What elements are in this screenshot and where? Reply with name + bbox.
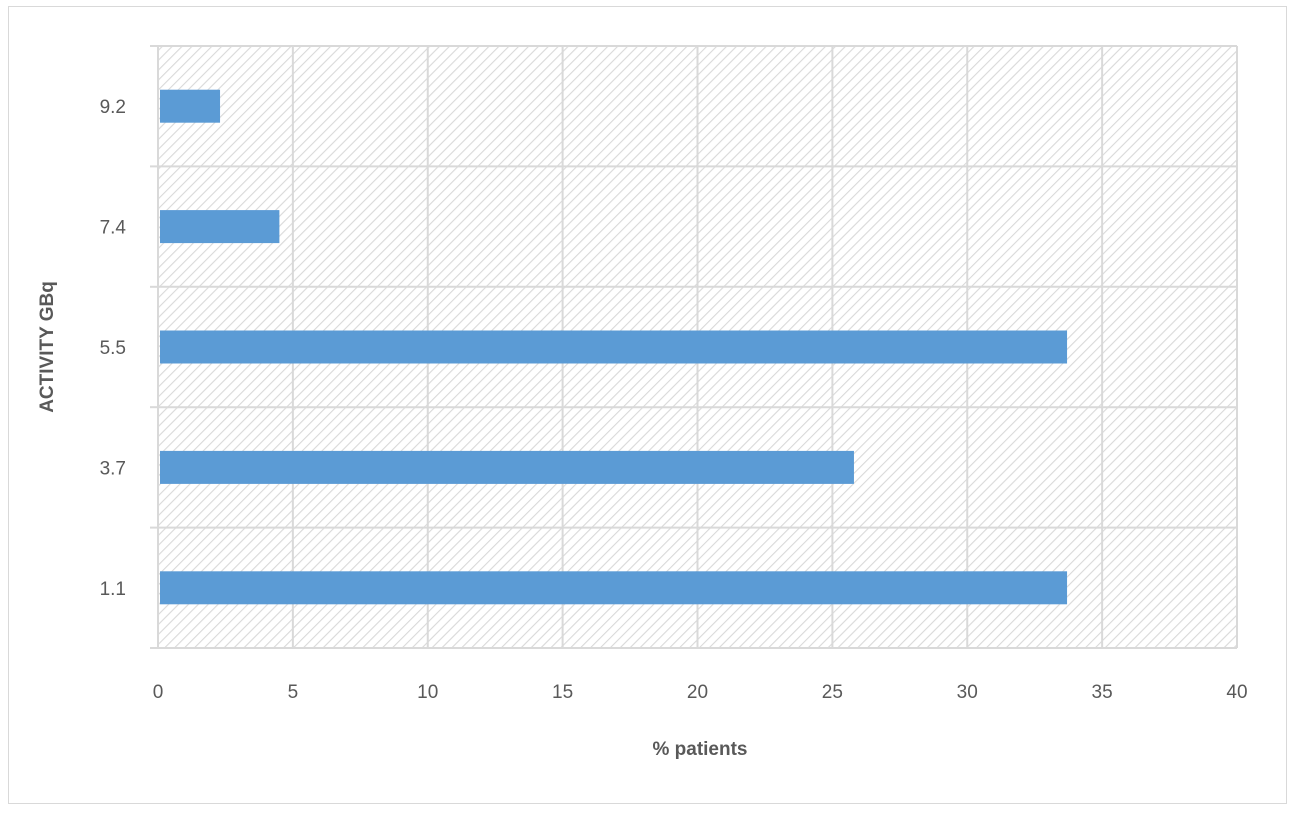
- y-tick-label: 1.1: [100, 579, 126, 600]
- x-tick-label: 5: [288, 682, 299, 703]
- y-tick-label: 7.4: [100, 218, 127, 239]
- bar-3-7: [160, 450, 854, 484]
- y-tick-label: 5.5: [100, 338, 126, 359]
- bar-9-2: [160, 89, 221, 123]
- bar-7-4: [160, 210, 280, 244]
- x-axis-ticks: 0 5 10 15 20 25 30 35 40: [153, 682, 1248, 703]
- y-tick-label: 9.2: [100, 97, 126, 118]
- y-tick-label: 3.7: [100, 458, 126, 479]
- bar-5-5: [160, 330, 1068, 364]
- y-axis-ticks: 1.1 3.7 5.5 7.4 9.2: [100, 97, 127, 600]
- x-tick-label: 30: [957, 682, 978, 703]
- x-tick-label: 15: [552, 682, 573, 703]
- x-tick-label: 0: [153, 682, 164, 703]
- bar-1-1: [160, 571, 1068, 605]
- x-tick-label: 40: [1226, 682, 1247, 703]
- x-axis-title: % patients: [652, 739, 747, 760]
- x-tick-label: 25: [822, 682, 843, 703]
- x-tick-label: 20: [687, 682, 708, 703]
- bars: [160, 89, 1068, 605]
- x-tick-label: 35: [1092, 682, 1113, 703]
- x-tick-label: 10: [417, 682, 438, 703]
- y-axis-title: ACTIVITY GBq: [37, 281, 58, 413]
